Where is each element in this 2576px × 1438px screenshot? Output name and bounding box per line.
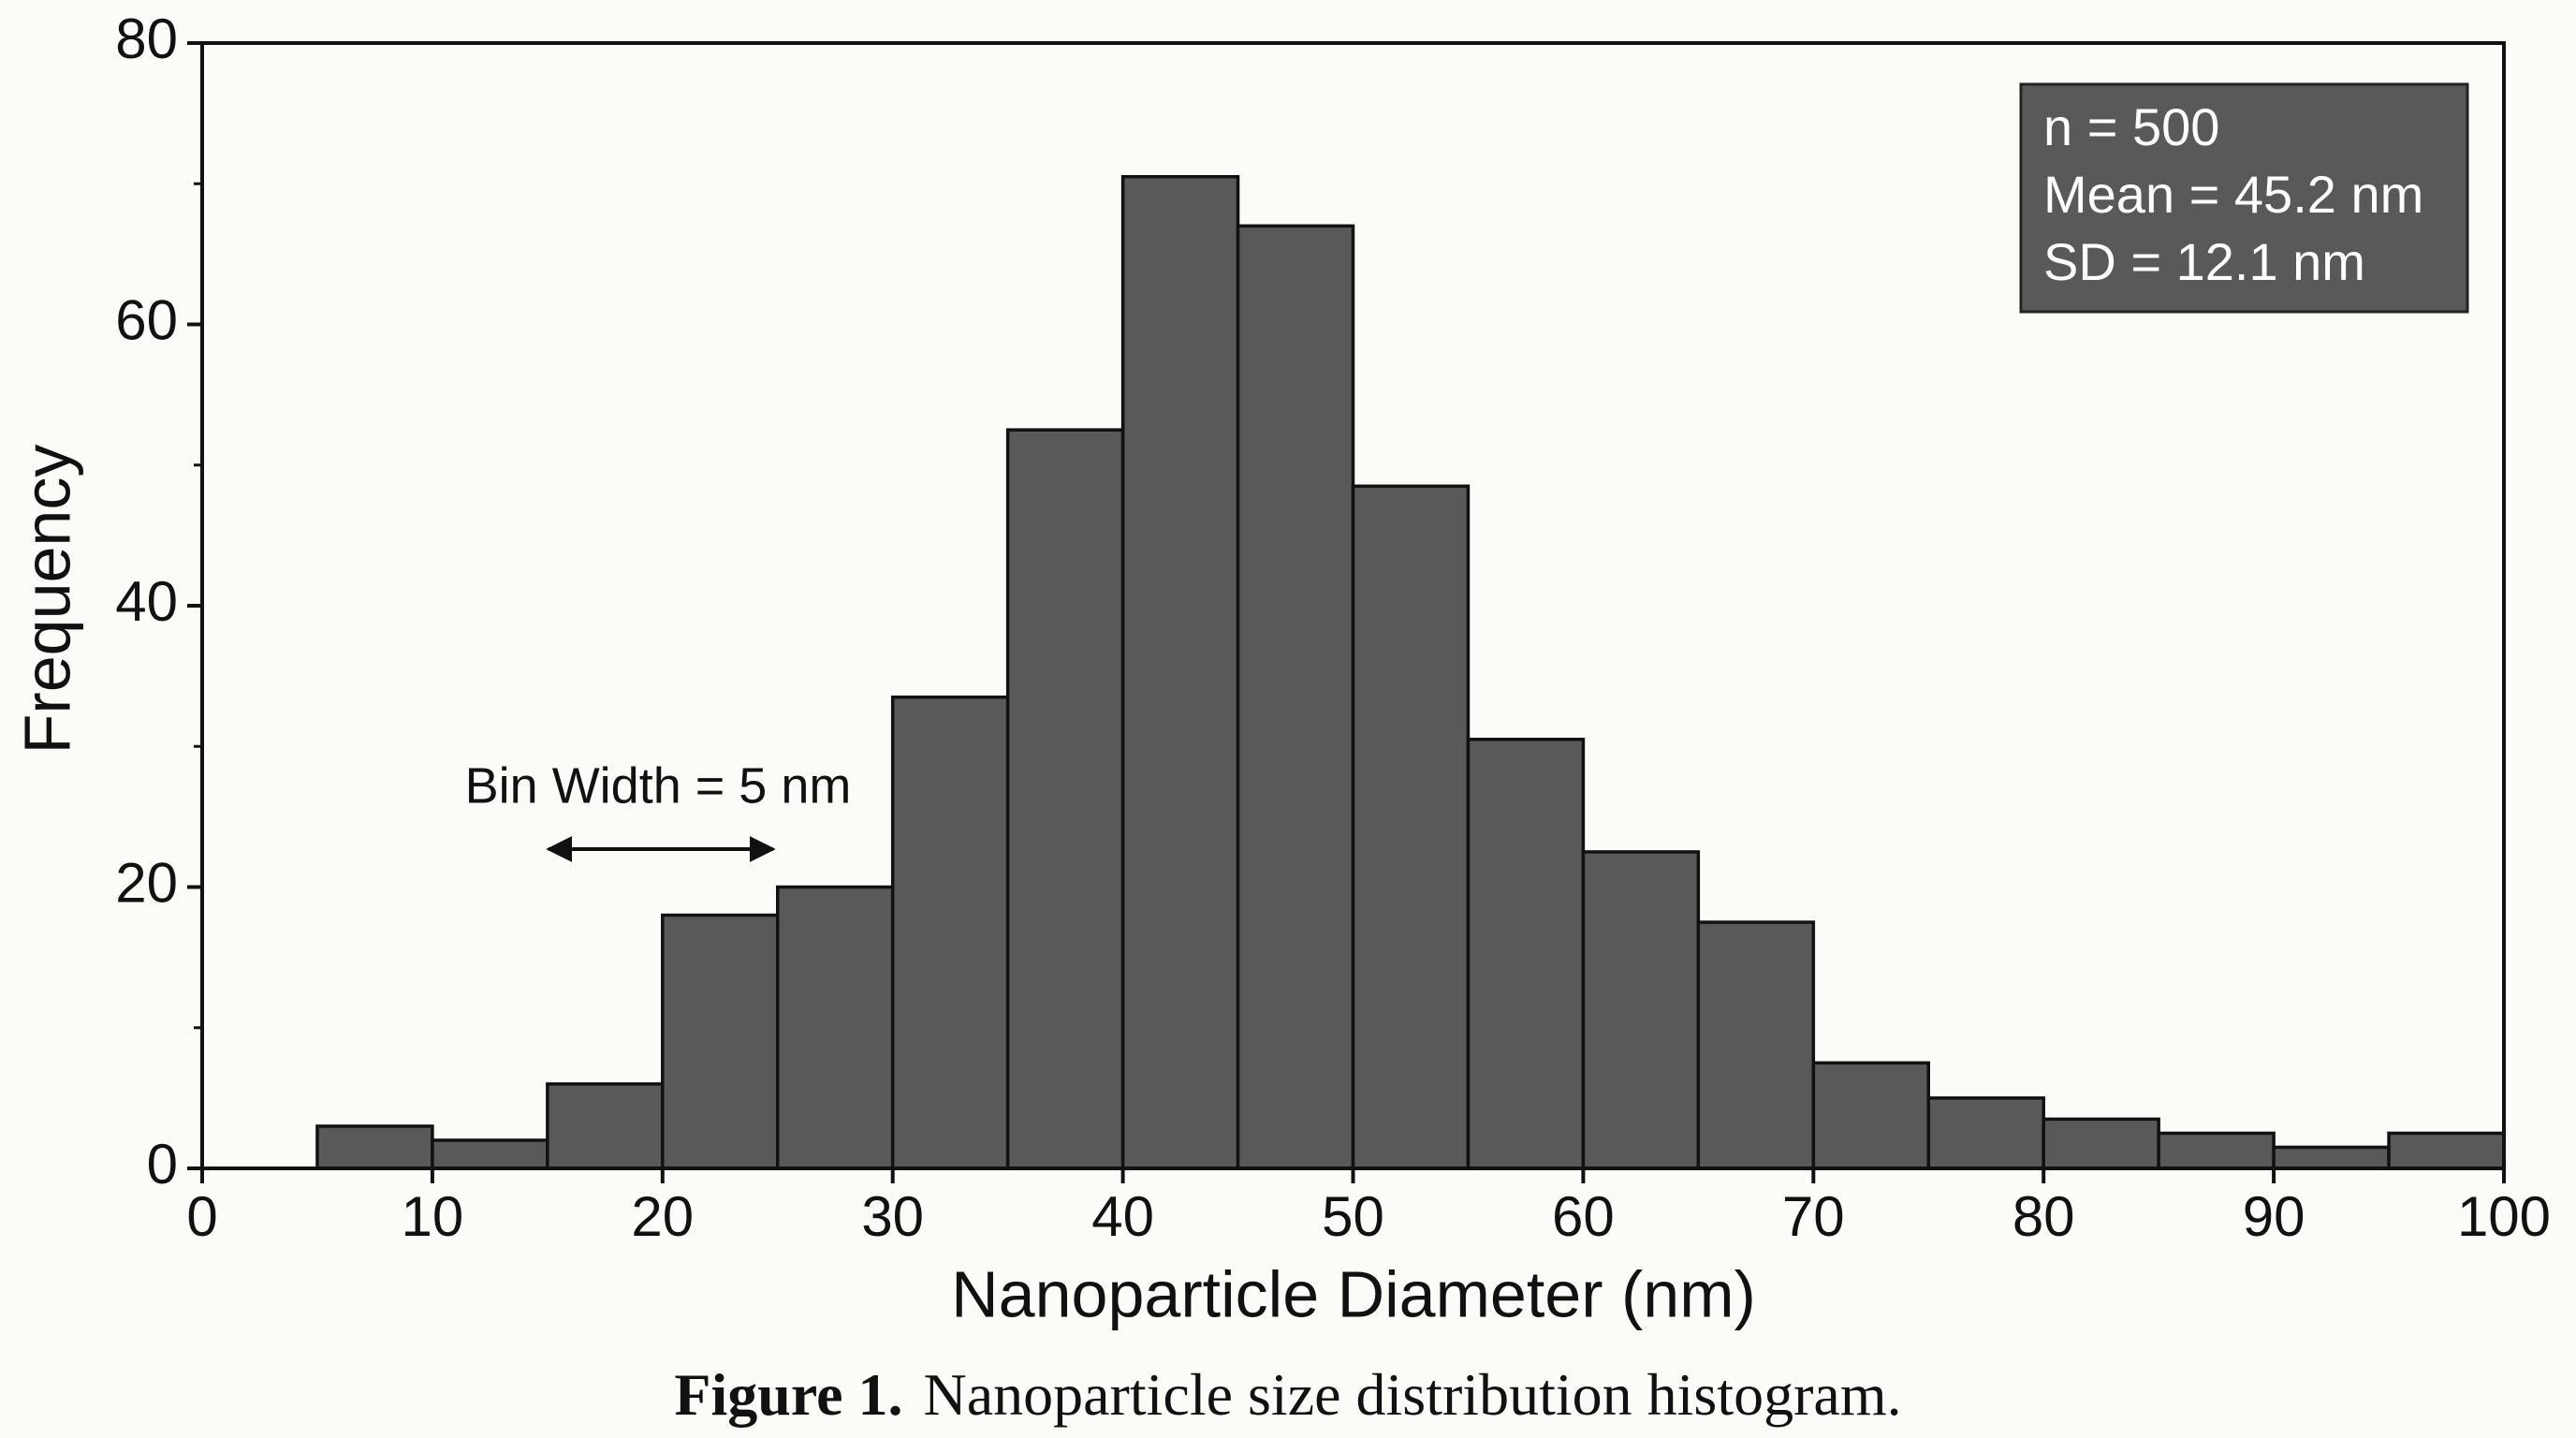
bar [661,913,780,1170]
y-tick-label: 20 [115,851,178,914]
plot-area: 0 10 20 30 40 50 60 70 80 90 100 0 20 40 60 80 [115,7,2551,1248]
x-tick-label: 70 [1782,1185,1845,1248]
x-tick-label: 80 [2012,1185,2075,1248]
bar [1811,1061,1931,1170]
bar [1696,920,1816,1170]
bar [1120,174,1240,1170]
x-tick-label: 90 [2243,1185,2305,1248]
y-tick-label: 80 [115,7,178,70]
x-tick-label: 100 [2457,1185,2551,1248]
bar [2272,1145,2391,1170]
annotation: Bin Width = 5 nm [465,757,852,814]
bar [776,885,895,1170]
y-tick-label: 60 [115,288,178,351]
bar [1926,1096,2045,1170]
x-tick-label: 50 [1322,1185,1384,1248]
stats-text: SD = 12.1 nm [2043,232,2365,291]
bar [1581,850,1701,1170]
caption-text: Nanoparticle size distribution histogram… [924,1361,1902,1428]
stats-text: Mean = 45.2 nm [2043,165,2423,224]
y-axis-label: Frequency [10,445,83,755]
bar [431,1138,549,1170]
x-tick-label: 20 [631,1185,694,1248]
x-tick-label: 30 [861,1185,924,1248]
bar [1236,224,1355,1170]
bar [1466,737,1586,1170]
x-tick-label: 60 [1552,1185,1615,1248]
x-tick-label: 40 [1091,1185,1154,1248]
bar [2042,1117,2160,1170]
stats-box [2019,82,2469,314]
x-axis-label: Nanoparticle Diameter (nm) [951,1257,1756,1330]
bar [2387,1131,2506,1170]
bar [315,1124,434,1170]
y-tick-label: 40 [115,570,178,633]
bar [1005,428,1125,1170]
caption: Figure 1. Nanoparticle size distribution … [674,1361,1901,1428]
stats-text: n = 500 [2043,97,2219,156]
caption-label: Figure 1. [674,1361,902,1428]
bar [1351,484,1471,1170]
y-tick-label: 0 [147,1133,178,1196]
x-tick-label: 10 [402,1185,464,1248]
bar [890,695,1010,1170]
x-tick-label: 0 [186,1185,217,1248]
bar [546,1082,665,1170]
bar [2157,1131,2276,1170]
